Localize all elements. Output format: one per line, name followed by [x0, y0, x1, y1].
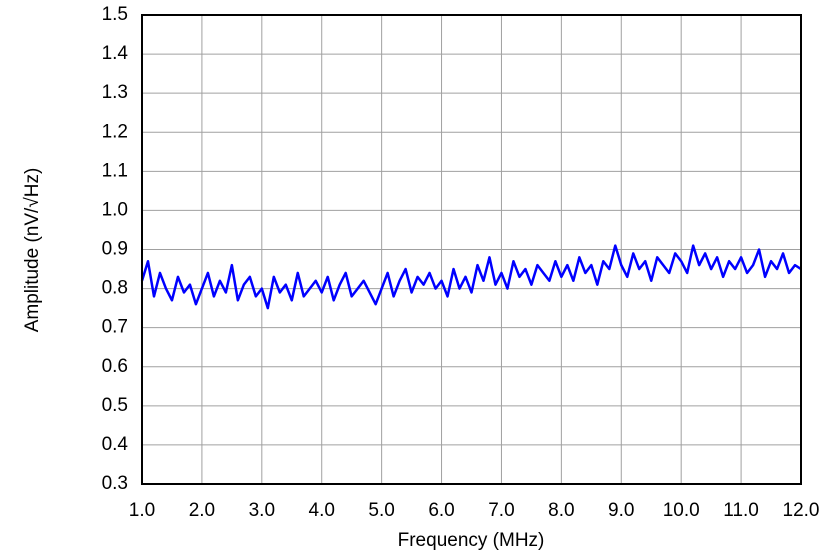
x-tick-label: 7.0	[488, 500, 514, 521]
y-tick-label: 1.4	[102, 43, 129, 64]
x-tick-label: 9.0	[608, 500, 634, 521]
x-tick-label: 10.0	[663, 500, 700, 521]
y-tick-label: 1.5	[102, 4, 128, 25]
y-tick-label: 0.3	[102, 473, 128, 494]
y-tick-label: 0.9	[102, 239, 128, 260]
x-axis-title: Frequency (MHz)	[398, 530, 545, 551]
y-tick-label: 0.5	[102, 395, 128, 416]
x-tick-label: 12.0	[783, 500, 820, 521]
data-line	[140, 244, 802, 310]
x-tick-label: 5.0	[368, 500, 394, 521]
y-tick-label: 0.7	[102, 317, 128, 338]
y-tick-label: 1.3	[102, 82, 128, 103]
x-tick-label: 2.0	[189, 500, 215, 521]
y-tick-label: 1.1	[102, 160, 128, 181]
x-tick-label: 8.0	[548, 500, 574, 521]
plot-frame	[141, 14, 802, 485]
y-tick-label: 0.4	[102, 434, 129, 455]
x-tick-label: 6.0	[428, 500, 454, 521]
x-tick-label: 1.0	[129, 500, 155, 521]
y-tick-label: 1.2	[102, 121, 128, 142]
y-tick-label: 1.0	[102, 199, 128, 220]
y-tick-label: 0.8	[102, 278, 128, 299]
x-tick-label: 11.0	[723, 500, 759, 521]
x-tick-label: 4.0	[309, 500, 335, 521]
y-axis-title: Amplitude (nV/√Hz)	[22, 168, 43, 333]
y-tick-label: 0.6	[102, 356, 128, 377]
x-tick-label: 3.0	[249, 500, 275, 521]
